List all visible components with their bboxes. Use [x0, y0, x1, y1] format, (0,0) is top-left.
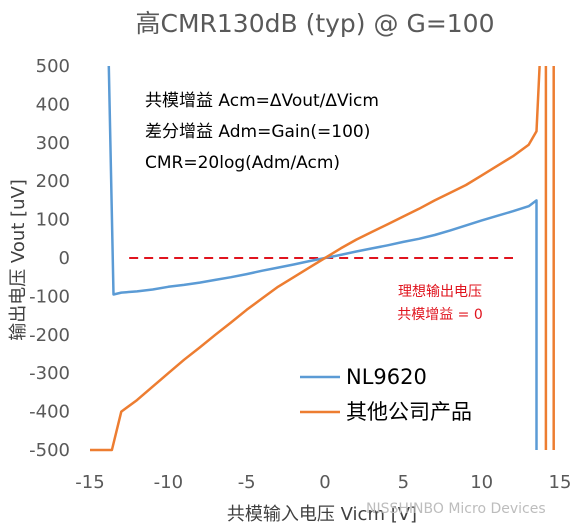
- x-axis-ticks: -15 -10 -5 0 5 10 15: [75, 472, 571, 493]
- y-axis-ticks: 500 400 300 200 100 0 -100 -200 -300 -400 -500: [29, 56, 70, 461]
- ideal-output-annotation: 理想输出电压 共模增益 = 0: [397, 284, 483, 323]
- x-tick-label: 0: [319, 472, 330, 493]
- annotation-cmr-formula: CMR=20log(Adm/Acm): [145, 153, 340, 173]
- y-tick-label: -400: [29, 402, 70, 423]
- y-tick-label: -200: [29, 325, 70, 346]
- x-axis-label: 共模输入电压 Vicm [V]: [227, 504, 417, 525]
- y-tick-label: 200: [36, 171, 70, 192]
- y-tick-label: -500: [29, 440, 70, 461]
- x-tick-label: 15: [549, 472, 572, 493]
- series-line-other-product: [90, 65, 541, 452]
- y-tick-label: 300: [36, 133, 70, 154]
- x-tick-label: -5: [238, 472, 256, 493]
- y-tick-label: 100: [36, 210, 70, 231]
- chart-title: 高CMR130dB (typ) @ G=100: [136, 9, 495, 38]
- x-tick-label: -15: [75, 472, 104, 493]
- y-tick-label: 0: [59, 248, 70, 269]
- y-tick-label: 500: [36, 56, 70, 77]
- y-tick-label: -300: [29, 363, 70, 384]
- x-tick-label: 10: [470, 472, 493, 493]
- y-tick-label: 400: [36, 94, 70, 115]
- legend: NL9620 其他公司产品: [300, 365, 472, 424]
- y-axis-label: 输出电压 Vout [uV]: [8, 179, 29, 341]
- series-lines: [90, 65, 555, 452]
- x-tick-label: -10: [154, 472, 183, 493]
- annotation-zero-common-mode-gain: 共模增益 = 0: [397, 307, 483, 323]
- annotation-ideal-output: 理想输出电压: [398, 284, 482, 300]
- annotation-differential-gain: 差分增益 Adm=Gain(=100): [145, 122, 370, 142]
- annotation-common-mode-gain: 共模增益 Acm=ΔVout/ΔVicm: [145, 91, 379, 111]
- y-tick-label: -100: [29, 286, 70, 307]
- formula-annotations: 共模增益 Acm=ΔVout/ΔVicm 差分增益 Adm=Gain(=100)…: [145, 91, 379, 173]
- legend-label-nl9620: NL9620: [346, 365, 427, 389]
- x-tick-label: 5: [398, 472, 409, 493]
- legend-label-other: 其他公司产品: [346, 400, 472, 424]
- watermark: NISSHINBO Micro Devices: [366, 501, 546, 517]
